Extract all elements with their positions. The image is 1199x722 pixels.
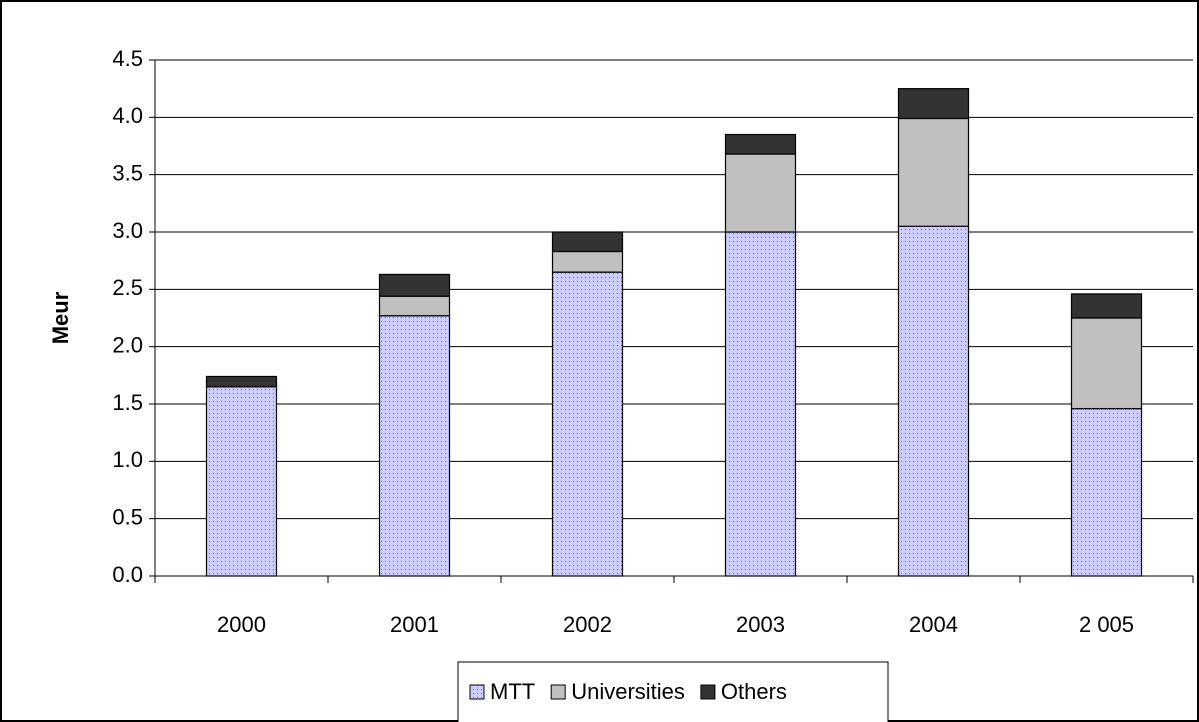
- bar-segment: [378, 273, 451, 297]
- x-tick-label: 2000: [217, 612, 266, 637]
- bar-segment: [378, 295, 451, 317]
- bar-segment: [897, 225, 970, 577]
- y-tick-label: 1.5: [112, 390, 143, 415]
- y-tick-label: 4.0: [112, 103, 143, 128]
- y-tick-label: 0.5: [112, 504, 143, 529]
- legend-swatch: [469, 684, 485, 700]
- x-tick-label: 2002: [563, 612, 612, 637]
- y-tick-label: 3.5: [112, 160, 143, 185]
- x-tick-label: 2003: [736, 612, 785, 637]
- y-tick-label: 2.0: [112, 332, 143, 357]
- bar-segment: [1070, 293, 1143, 319]
- bar-segment: [724, 153, 797, 233]
- legend-swatch: [700, 684, 716, 700]
- bar-segment: [897, 117, 970, 227]
- x-tick-label: 2 005: [1079, 612, 1134, 637]
- bar-segment: [551, 231, 624, 253]
- x-tick-label: 2001: [390, 612, 439, 637]
- y-tick-label: 1.0: [112, 447, 143, 472]
- legend-label: MTT: [490, 679, 535, 704]
- legend-label: Universities: [571, 679, 685, 704]
- bar-segment: [724, 231, 797, 577]
- legend-box: [457, 661, 889, 722]
- y-tick-label: 0.0: [112, 562, 143, 587]
- y-axis-label: Meur: [48, 291, 73, 344]
- bar-segment: [378, 315, 451, 577]
- bar-segment: [551, 250, 624, 273]
- bar-segment: [897, 88, 970, 120]
- y-tick-label: 3.0: [112, 218, 143, 243]
- bar-segment: [1070, 317, 1143, 410]
- y-tick-label: 4.5: [112, 46, 143, 71]
- bar-segment: [1070, 407, 1143, 577]
- legend-swatch: [550, 684, 566, 700]
- y-tick-label: 2.5: [112, 275, 143, 300]
- x-tick-label: 2004: [909, 612, 958, 637]
- bar-segment: [551, 271, 624, 577]
- legend-label: Others: [721, 679, 787, 704]
- bar-segment: [724, 133, 797, 155]
- bar-segment: [205, 375, 278, 388]
- bar-segment: [205, 386, 278, 577]
